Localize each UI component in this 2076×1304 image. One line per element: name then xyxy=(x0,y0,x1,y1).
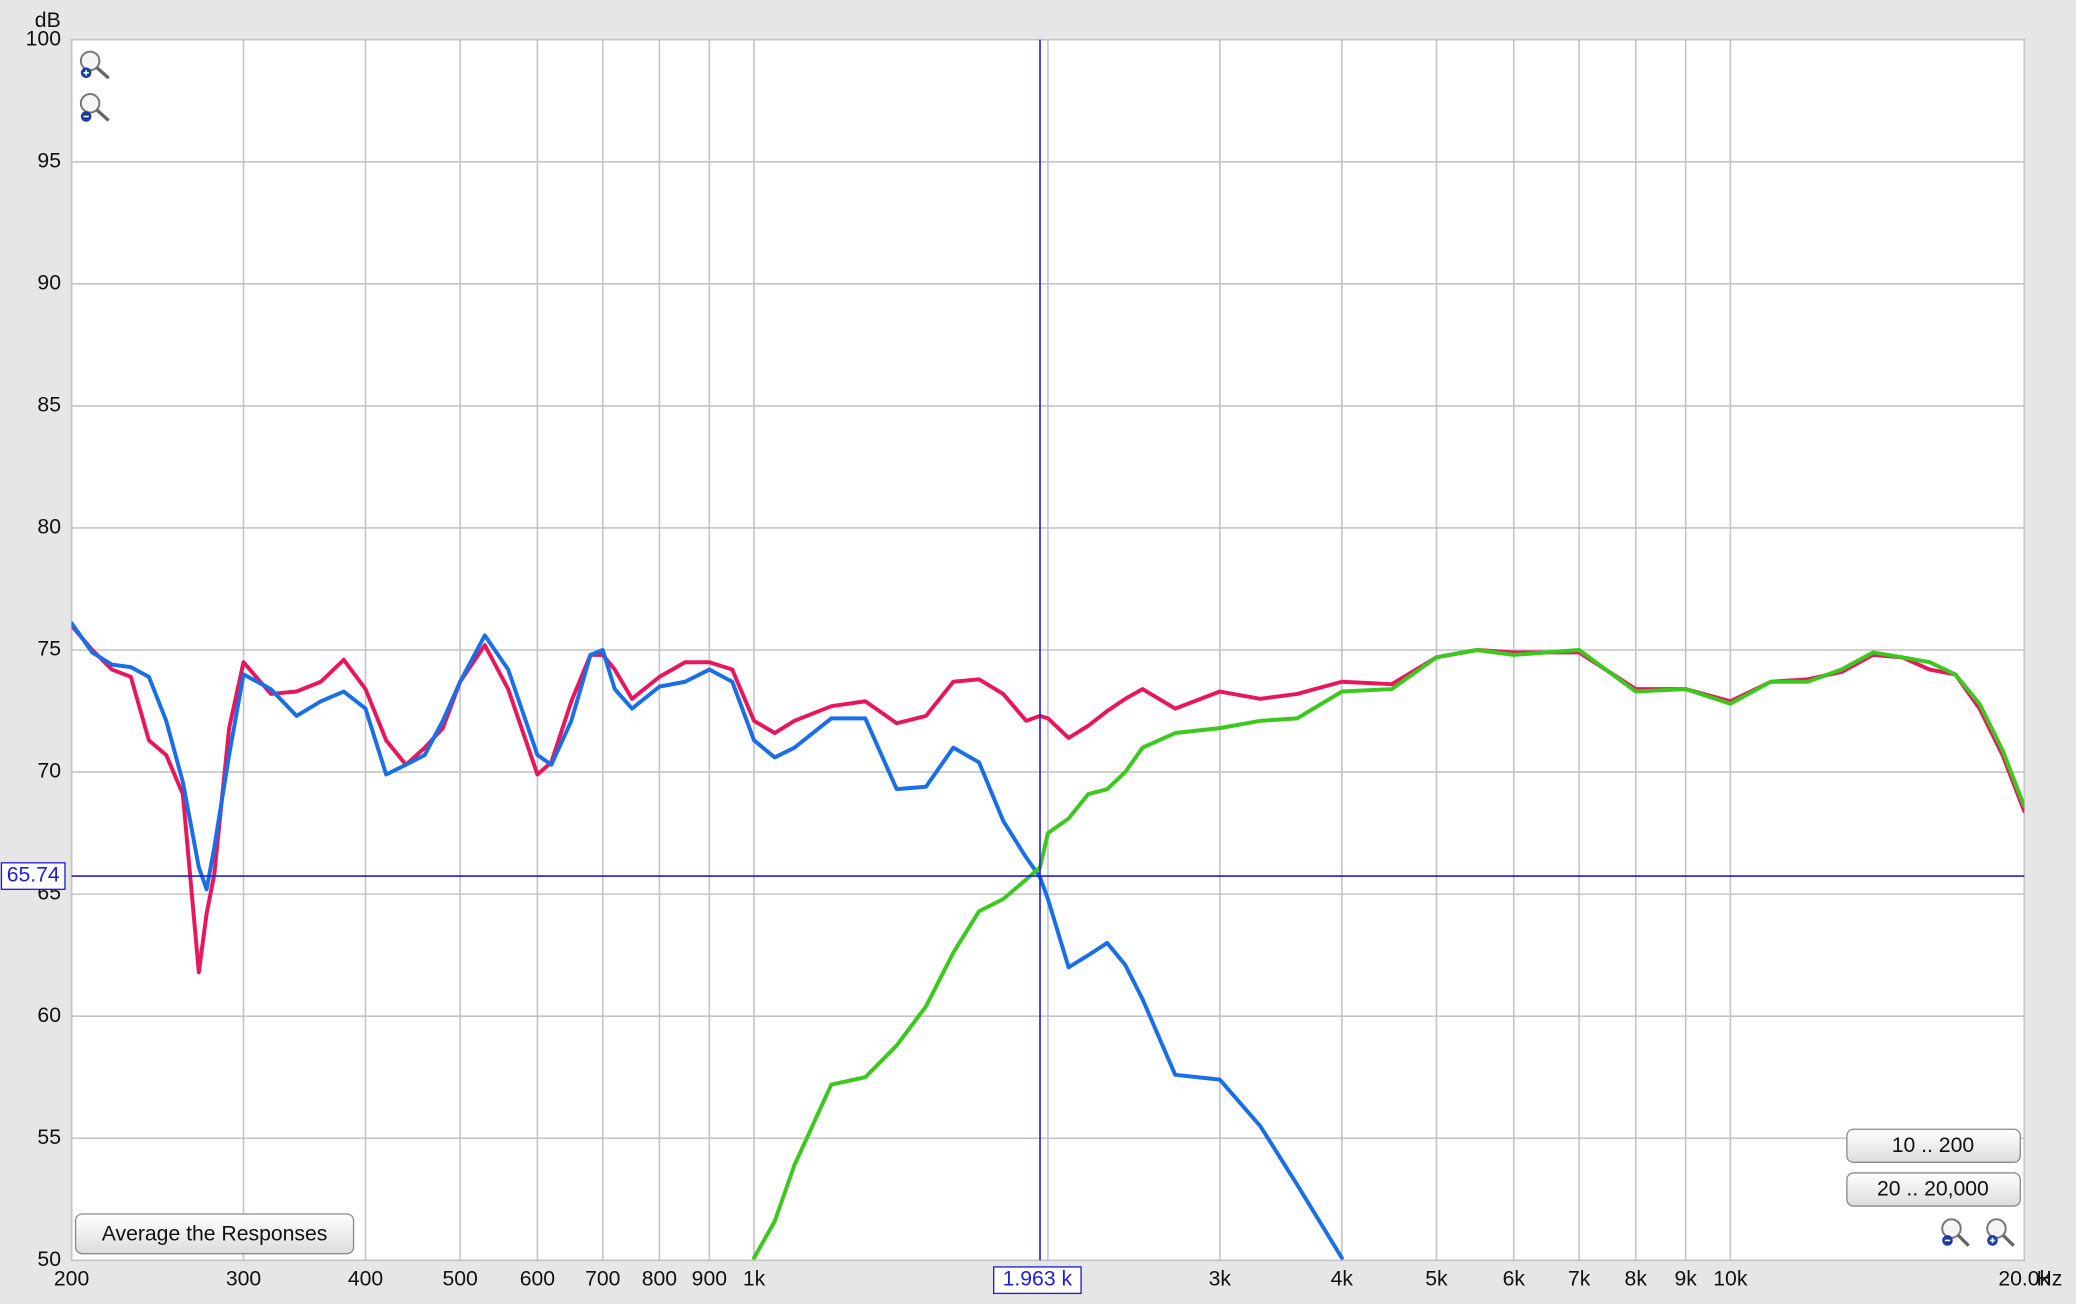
x-tick-label: 200 xyxy=(54,1268,89,1291)
y-tick-label: 85 xyxy=(37,393,61,416)
series-line xyxy=(71,621,1344,1260)
y-tick-label: 55 xyxy=(37,1126,61,1149)
x-tick-label: 6k xyxy=(1503,1268,1526,1291)
cursor-y-label: 65.74 xyxy=(7,864,60,887)
x-axis-label: Hz xyxy=(2036,1268,2062,1291)
zoom-out-icon[interactable] xyxy=(79,93,110,122)
cursor xyxy=(71,39,2025,1261)
range-button[interactable]: 20 .. 20,000 xyxy=(1846,1172,2021,1207)
x-tick-label: 600 xyxy=(520,1268,555,1291)
series-lines xyxy=(71,621,2025,1260)
grid xyxy=(70,38,2026,1262)
x-tick-label: 20.0k xyxy=(1998,1268,2050,1291)
y-tick-label: 70 xyxy=(37,760,61,783)
x-tick-label: 7k xyxy=(1568,1268,1591,1291)
x-tick-label: 10k xyxy=(1713,1268,1748,1291)
y-tick-label: 60 xyxy=(37,1004,61,1027)
y-tick-label: 90 xyxy=(37,271,61,294)
x-tick-label: 300 xyxy=(226,1268,261,1291)
x-tick-label: 5k xyxy=(1425,1268,1448,1291)
x-tick-label: 9k xyxy=(1675,1268,1698,1291)
cursor-y-box xyxy=(0,862,66,890)
button-label: Average the Responses xyxy=(102,1223,328,1246)
y-tick-label: 80 xyxy=(37,516,61,539)
y-tick-label: 95 xyxy=(37,149,61,172)
cursor-x-label: 1.963 k xyxy=(1003,1268,1073,1291)
x-tick-label: 500 xyxy=(442,1268,477,1291)
zoom-in-x-icon[interactable] xyxy=(1986,1218,2015,1247)
average-button[interactable]: Average the Responses xyxy=(74,1213,355,1255)
x-tick-label: 8k xyxy=(1625,1268,1648,1291)
x-tick-label: 3k xyxy=(1209,1268,1232,1291)
zoom-out-x-icon[interactable] xyxy=(1941,1218,1970,1247)
x-tick-label: 800 xyxy=(642,1268,677,1291)
x-tick-label: 4k xyxy=(1331,1268,1354,1291)
x-tick-label: 900 xyxy=(692,1268,727,1291)
y-tick-label: 50 xyxy=(37,1248,61,1271)
y-tick-label: 75 xyxy=(37,638,61,661)
y-tick-label: 100 xyxy=(26,27,61,50)
zoom-in-icon[interactable] xyxy=(79,50,110,80)
range-button[interactable]: 10 .. 200 xyxy=(1846,1128,2021,1164)
cursor-x-box xyxy=(993,1266,1082,1295)
x-tick-label: 1k xyxy=(743,1268,766,1291)
x-tick-label: 400 xyxy=(348,1268,383,1291)
button-label: 20 .. 20,000 xyxy=(1877,1178,1989,1201)
series-line xyxy=(752,648,2025,1260)
button-label: 10 .. 200 xyxy=(1892,1134,1974,1157)
y-axis-label: dB xyxy=(35,9,61,32)
x-tick-label: 700 xyxy=(585,1268,620,1291)
